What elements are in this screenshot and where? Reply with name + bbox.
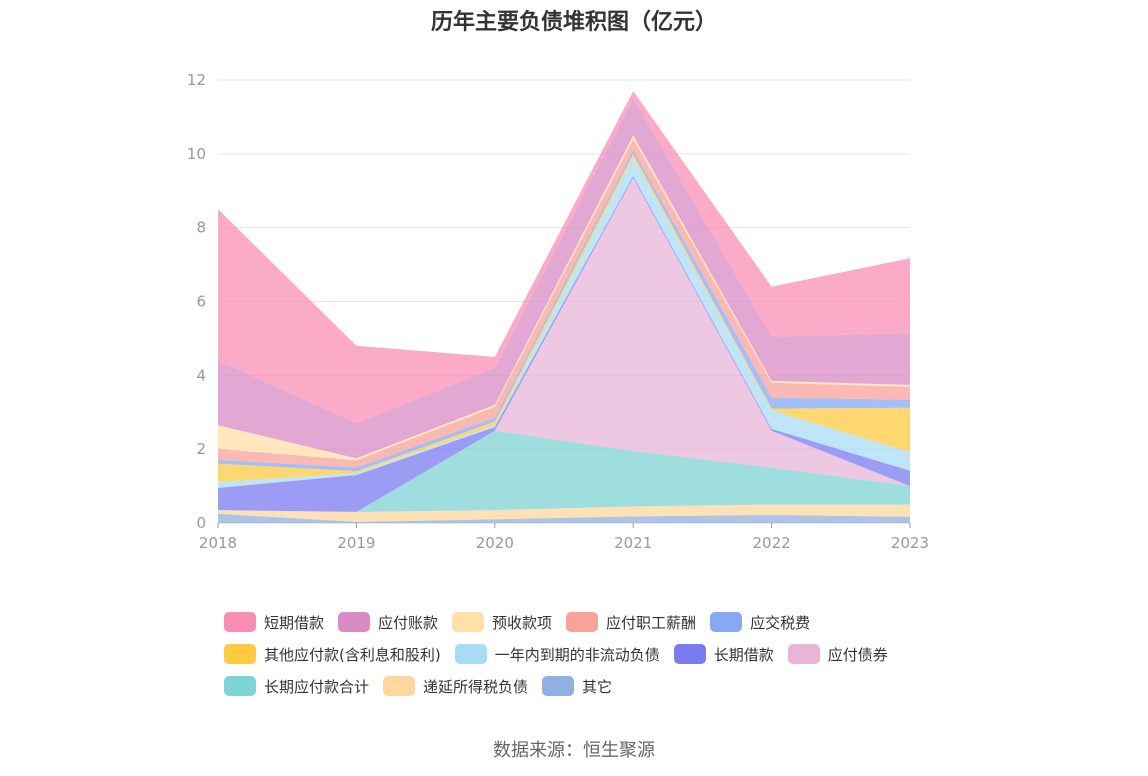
area-series-0 [218, 513, 910, 523]
legend-swatch [787, 644, 820, 664]
x-tick-label: 2019 [337, 534, 375, 552]
x-tick-label: 2022 [753, 534, 791, 552]
data-source: 数据来源：恒生聚源 [493, 740, 655, 761]
x-tick-label: 2021 [614, 534, 652, 552]
y-tick-label: 6 [196, 293, 206, 311]
legend-item[interactable]: 其他应付款(含利息和股利) [224, 644, 441, 665]
area-series-1 [218, 504, 910, 522]
legend-swatch [383, 676, 416, 696]
legend-swatch [542, 676, 575, 696]
legend-label: 递延所得税负债 [423, 677, 529, 696]
axes: 0 2 4 6 8 10 12 2018 2019 2020 2021 2022 2023 [187, 71, 929, 552]
chart-title: 历年主要负债堆积图（亿元） [430, 10, 717, 35]
legend-swatch [710, 612, 743, 632]
x-tick-label: 2020 [476, 534, 514, 552]
legend-label: 其它 [582, 677, 613, 696]
legend-row: 其他应付款(含利息和股利) 一年内到期的非流动负债 长期借款 应付债券 [224, 638, 984, 670]
area-series-11 [218, 91, 910, 424]
legend-swatch [224, 644, 256, 664]
area-series-10 [218, 98, 910, 459]
y-tick-label: 10 [187, 145, 206, 163]
legend-item[interactable]: 预收款项 [452, 612, 552, 633]
area-series-2 [218, 430, 910, 512]
legend-label: 预收款项 [492, 613, 553, 632]
legend-swatch [566, 612, 599, 632]
legend-label: 长期借款 [713, 645, 774, 664]
y-tick-label: 0 [196, 514, 206, 532]
legend-item[interactable]: 应付职工薪酬 [566, 612, 696, 633]
legend-label: 一年内到期的非流动负债 [494, 645, 660, 664]
legend-item[interactable]: 递延所得税负债 [383, 676, 528, 697]
legend-item[interactable]: 一年内到期的非流动负债 [454, 644, 660, 665]
legend-row: 短期借款 应付账款 预收款项 应付职工薪酬 应交税费 [224, 606, 984, 638]
area-series [218, 91, 910, 523]
legend-swatch [452, 612, 485, 632]
chart-plot: 0 2 4 6 8 10 12 2018 2019 2020 2021 2022 2023 [187, 71, 929, 552]
legend-item[interactable]: 应交税费 [710, 612, 810, 633]
legend-label: 其他应付款(含利息和股利) [264, 645, 441, 664]
legend-item[interactable]: 长期应付款合计 [224, 676, 369, 697]
legend-swatch [338, 612, 371, 632]
legend-item[interactable]: 其它 [542, 676, 612, 697]
x-tick-label: 2018 [199, 534, 237, 552]
legend-swatch [454, 644, 487, 664]
legend-item[interactable]: 长期借款 [673, 644, 774, 665]
area-series-3 [218, 177, 910, 512]
legend-swatch [224, 612, 256, 632]
legend-item[interactable]: 应付债券 [787, 644, 888, 665]
y-tick-label: 8 [196, 219, 206, 237]
y-tick-label: 4 [196, 366, 206, 384]
legend-label: 短期借款 [264, 613, 325, 632]
legend-label: 应付账款 [378, 613, 439, 632]
legend-row: 长期应付款合计 递延所得税负债 其它 [224, 670, 984, 702]
legend-label: 应付债券 [827, 645, 888, 664]
y-tick-label: 2 [196, 440, 206, 458]
legend-label: 长期应付款合计 [264, 677, 370, 696]
legend-swatch [224, 676, 256, 696]
x-tick-label: 2023 [891, 534, 929, 552]
legend-swatch [673, 644, 706, 664]
legend-item[interactable]: 应付账款 [338, 612, 438, 633]
legend: 短期借款 应付账款 预收款项 应付职工薪酬 应交税费其他应付款(含利息和股利) 一年内到期… [224, 606, 984, 702]
legend-label: 应交税费 [750, 613, 811, 632]
y-tick-label: 12 [187, 71, 206, 89]
legend-label: 应付职工薪酬 [606, 613, 697, 632]
legend-item[interactable]: 短期借款 [224, 612, 324, 633]
